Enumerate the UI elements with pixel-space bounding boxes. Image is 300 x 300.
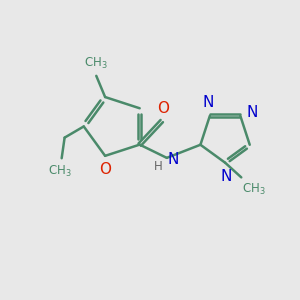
Text: N: N xyxy=(247,105,258,120)
Text: N: N xyxy=(221,169,232,184)
Text: O: O xyxy=(99,162,111,177)
Text: CH$_3$: CH$_3$ xyxy=(48,164,72,178)
Text: N: N xyxy=(203,95,214,110)
Text: N: N xyxy=(167,152,179,167)
Text: O: O xyxy=(157,101,169,116)
Text: H: H xyxy=(154,160,163,172)
Text: CH$_3$: CH$_3$ xyxy=(84,56,108,70)
Text: CH$_3$: CH$_3$ xyxy=(242,182,266,197)
